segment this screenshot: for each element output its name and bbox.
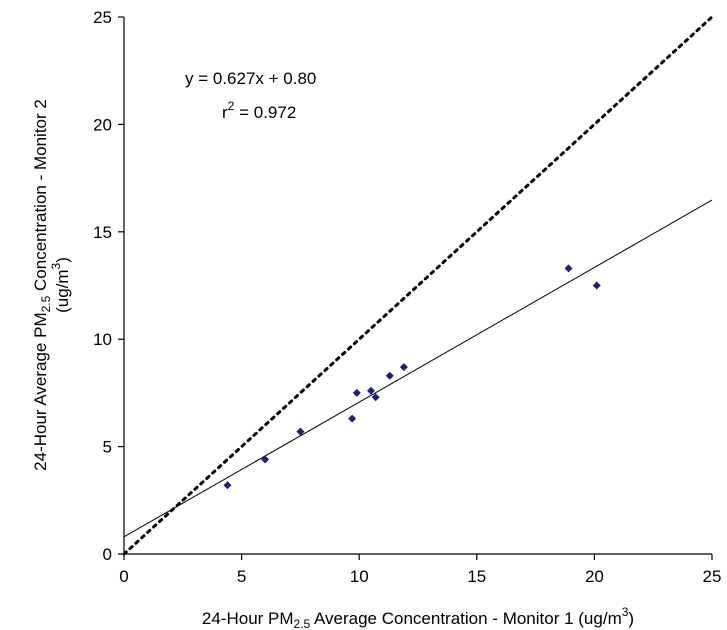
y-tick-label: 0 [103, 545, 112, 564]
regression-equation: y = 0.627x + 0.80 [185, 69, 316, 88]
x-tick-label: 15 [467, 567, 486, 586]
r-squared-label: r2 = 0.972 [222, 99, 296, 122]
y-label-sub: 2.5 [39, 295, 53, 312]
x-tick-label: 5 [237, 567, 246, 586]
data-point [564, 264, 573, 273]
data-points [223, 264, 601, 490]
axis-ticks: 0 5 10 15 20 25 0 5 10 15 20 25 [93, 8, 721, 586]
y-label-line2-prefix: (ug/m [53, 269, 72, 312]
data-point [223, 481, 232, 490]
data-point [352, 388, 361, 397]
x-axis-label: 24-Hour PM2.5 Average Concentration - Mo… [202, 605, 634, 630]
y-label-prefix: 24-Hour Average PM [31, 312, 50, 470]
x-label-prefix: 24-Hour PM [202, 609, 294, 628]
x-label-sup: 3 [622, 605, 629, 619]
y-axis-label-line2: (ug/m3) [49, 257, 72, 313]
data-point [399, 363, 408, 372]
y-axis-label-line1: 24-Hour Average PM2.5 Concentration - Mo… [31, 99, 53, 471]
regression-line [123, 199, 713, 538]
r-squared-value: = 0.972 [234, 103, 296, 122]
y-label-suffix: Concentration - Monitor 2 [31, 99, 50, 296]
x-label-end: ) [628, 609, 634, 628]
y-tick-label: 25 [93, 8, 112, 27]
y-label-line2-sup: 3 [49, 262, 63, 269]
x-label-suffix: Average Concentration - Monitor 1 (ug/m [310, 609, 622, 628]
x-tick-label: 0 [119, 567, 128, 586]
data-point [366, 386, 375, 395]
data-point [296, 427, 305, 436]
data-point [371, 393, 380, 402]
x-tick-label: 20 [585, 567, 604, 586]
data-point [261, 455, 270, 464]
data-point [348, 414, 357, 423]
r-squared-sup: 2 [228, 99, 235, 113]
y-tick-label: 15 [93, 223, 112, 242]
y-tick-label: 10 [93, 330, 112, 349]
one-to-one-line [122, 15, 714, 556]
x-tick-label: 10 [350, 567, 369, 586]
x-label-sub: 2.5 [294, 617, 311, 630]
data-point [592, 281, 601, 290]
x-tick-label: 25 [703, 567, 722, 586]
fit-lines [122, 15, 714, 556]
r-squared-prefix: r [222, 103, 228, 122]
y-tick-label: 20 [93, 115, 112, 134]
data-point [385, 371, 394, 380]
y-label-line2-end: ) [53, 257, 72, 263]
y-tick-label: 5 [103, 438, 112, 457]
